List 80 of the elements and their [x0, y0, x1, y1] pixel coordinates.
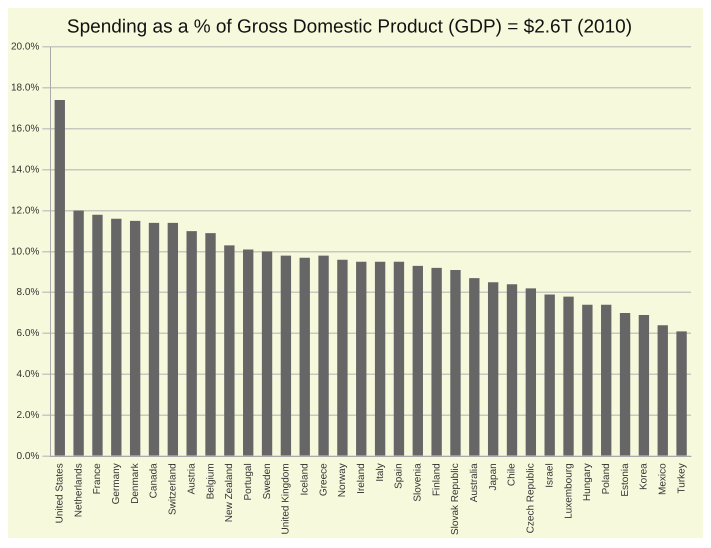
y-tick-label: 14.0%	[10, 164, 40, 176]
bar	[488, 282, 498, 456]
x-tick-label: France	[92, 462, 104, 494]
bar	[450, 270, 461, 456]
x-tick-label: Finland	[431, 463, 442, 496]
x-tick-label: Chile	[506, 462, 518, 486]
bar	[506, 284, 518, 456]
x-tick-label: United States	[54, 463, 66, 524]
x-tick-label: Netherlands	[73, 463, 84, 518]
bar	[638, 315, 650, 456]
bar	[676, 331, 687, 456]
x-tick-label: Hungary	[582, 463, 594, 502]
x-tick-label: Switzerland	[168, 463, 179, 515]
bar	[92, 214, 103, 456]
x-tick-label: Slovak Republic	[450, 463, 462, 536]
bar	[130, 220, 140, 456]
bar	[262, 252, 272, 456]
bar	[394, 262, 404, 456]
bar	[431, 268, 442, 456]
bar	[374, 262, 386, 456]
x-tick-label: Czech Republic	[526, 463, 537, 534]
bar	[73, 210, 84, 456]
x-tick-label: Austria	[186, 462, 198, 494]
bar	[337, 260, 348, 456]
bar	[356, 262, 366, 456]
bar	[544, 294, 555, 456]
bar	[224, 245, 235, 456]
y-tick-label: 18.0%	[10, 82, 40, 94]
bar	[601, 304, 612, 456]
x-tick-label: Mexico	[657, 462, 668, 495]
bar	[563, 296, 574, 456]
bar	[186, 231, 197, 456]
x-tick-label: Belgium	[205, 463, 216, 500]
bar	[168, 222, 178, 456]
bar	[280, 256, 292, 456]
bar	[54, 100, 65, 456]
x-tick-label: Australia	[469, 462, 480, 502]
y-tick-label: 12.0%	[10, 205, 40, 216]
x-tick-label: Italy	[374, 463, 386, 482]
y-tick-label: 2.0%	[16, 410, 40, 422]
x-tick-label: Canada	[148, 462, 160, 498]
bar	[620, 312, 630, 456]
x-tick-label: Turkey	[676, 463, 688, 494]
x-tick-label: Slovenia	[412, 462, 424, 502]
x-tick-label: Ireland	[356, 463, 368, 494]
x-tick-label: Luxembourg	[563, 463, 574, 519]
bar	[300, 258, 310, 456]
bar	[658, 325, 668, 456]
bar	[243, 250, 254, 456]
x-tick-label: Portugal	[242, 463, 254, 501]
bar	[469, 278, 480, 456]
x-tick-label: Japan	[488, 463, 499, 491]
y-tick-label: 8.0%	[16, 287, 40, 298]
bar	[582, 304, 593, 456]
x-tick-label: Greece	[318, 462, 330, 496]
x-tick-label: Norway	[337, 463, 348, 498]
y-tick-label: 4.0%	[16, 369, 40, 380]
x-tick-label: Poland	[600, 463, 612, 494]
bar	[318, 256, 329, 456]
bar	[148, 222, 160, 456]
x-tick-label: Iceland	[299, 463, 310, 496]
bar	[526, 288, 536, 456]
x-tick-label: Sweden	[262, 463, 273, 500]
x-tick-label: Israel	[544, 463, 556, 488]
x-tick-label: New Zealand	[224, 463, 236, 522]
y-tick-label: 6.0%	[16, 328, 40, 340]
y-tick-label: 20.0%	[10, 42, 40, 53]
chart-title: Spending as a % of Gross Domestic Product (GDP) = $2.6T (2010)	[66, 16, 632, 38]
x-tick-label: United Kingdom	[280, 463, 292, 534]
x-tick-label: Spain	[394, 463, 405, 489]
x-tick-label: Germany	[111, 463, 122, 504]
bar	[205, 233, 216, 456]
bar	[412, 266, 423, 456]
y-tick-label: 16.0%	[10, 123, 40, 134]
bar	[111, 218, 122, 456]
x-tick-label: Korea	[638, 462, 650, 490]
y-tick-label: 0.0%	[16, 451, 40, 462]
x-tick-label: Denmark	[130, 462, 141, 504]
y-tick-label: 10.0%	[10, 246, 40, 258]
x-tick-label: Estonia	[620, 462, 631, 497]
